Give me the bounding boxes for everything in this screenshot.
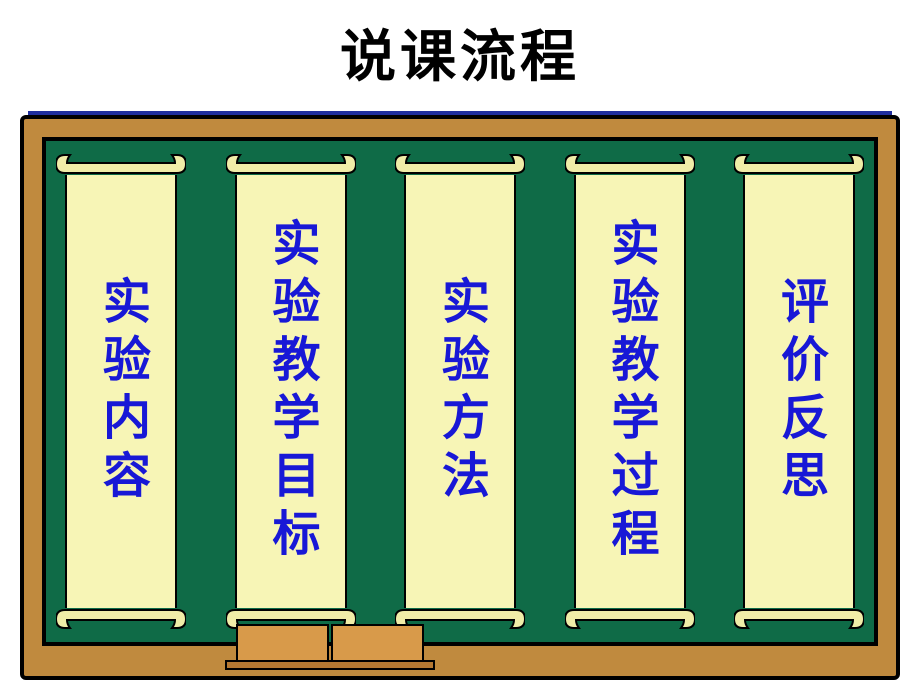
scroll-top-roll	[395, 151, 525, 175]
scroll-body: 实验教学过程	[574, 175, 686, 608]
scroll-bottom-roll	[734, 608, 864, 632]
eraser-block	[236, 624, 329, 664]
ledge-bar	[225, 660, 435, 670]
scroll-top-roll	[56, 151, 186, 175]
scroll-body: 实验教学目标	[235, 175, 347, 608]
scroll-label: 实验教学目标	[256, 218, 326, 566]
scroll-item: 评价反思	[734, 151, 864, 632]
scroll-top-roll	[226, 151, 356, 175]
title-area: 说课流程	[0, 0, 920, 117]
scroll-item: 实验方法	[395, 151, 525, 632]
scroll-bottom-roll	[56, 608, 186, 632]
scroll-label: 实验方法	[425, 276, 495, 508]
scroll-container: 实验内容 实验教学目标	[56, 151, 864, 632]
page-title: 说课流程	[0, 12, 920, 93]
scroll-body: 实验内容	[65, 175, 177, 608]
scroll-label: 评价反思	[764, 276, 834, 508]
scroll-item: 实验教学目标	[226, 151, 356, 632]
scroll-label: 实验教学过程	[595, 218, 665, 566]
scroll-label: 实验内容	[86, 276, 156, 508]
eraser-block	[331, 624, 424, 664]
blackboard: 实验内容 实验教学目标	[20, 115, 900, 680]
scroll-body: 实验方法	[404, 175, 516, 608]
scroll-item: 实验内容	[56, 151, 186, 632]
scroll-body: 评价反思	[743, 175, 855, 608]
scroll-bottom-roll	[565, 608, 695, 632]
scroll-item: 实验教学过程	[565, 151, 695, 632]
scroll-top-roll	[734, 151, 864, 175]
scroll-top-roll	[565, 151, 695, 175]
eraser-ledge	[235, 624, 425, 664]
